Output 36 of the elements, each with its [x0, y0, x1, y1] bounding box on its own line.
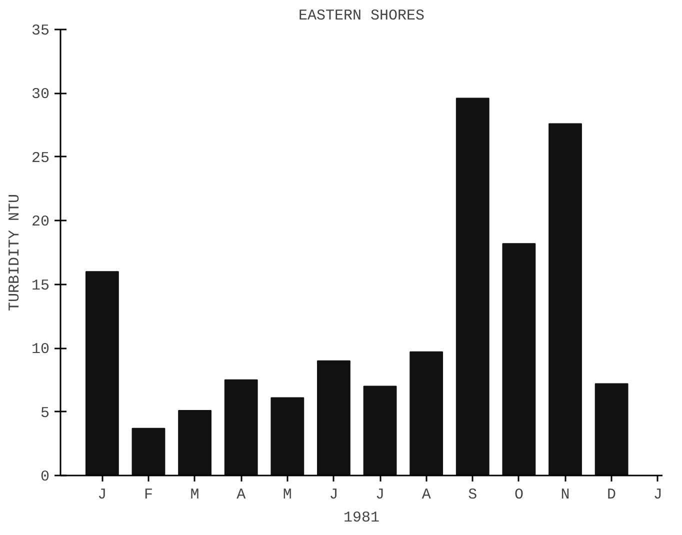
x-tick-label: O — [514, 486, 524, 504]
x-tick-label: F — [144, 486, 153, 504]
bar — [548, 123, 582, 476]
y-tick-label: 25 — [31, 150, 50, 167]
bar — [363, 386, 397, 476]
bar — [317, 360, 350, 476]
bar — [456, 98, 490, 476]
bar — [132, 428, 166, 476]
x-tick-label: S — [468, 486, 478, 504]
bar — [224, 379, 258, 476]
y-tick-label: 0 — [40, 468, 50, 486]
x-tick-label: J — [376, 486, 385, 504]
x-tick-label: N — [560, 486, 570, 504]
bar — [178, 410, 212, 476]
x-tick-label: J — [98, 486, 107, 504]
y-tick-label: 20 — [31, 214, 50, 231]
x-tick-label: J — [329, 486, 338, 504]
chart-title: EASTERN SHORES — [298, 8, 425, 24]
y-tick-label: 35 — [31, 22, 50, 40]
x-tick-label: M — [190, 486, 200, 504]
bar — [270, 397, 304, 476]
x-tick-label: A — [422, 486, 431, 504]
y-tick-label: 30 — [31, 86, 50, 104]
bar — [410, 351, 444, 476]
x-tick-label: J — [653, 486, 662, 504]
y-tick-label: 15 — [31, 277, 50, 294]
x-axis-title: 1981 — [343, 510, 380, 526]
x-tick-label: A — [236, 486, 246, 504]
x-tick-label: M — [282, 486, 292, 504]
bar — [594, 383, 628, 476]
y-tick-label: 5 — [40, 404, 50, 422]
bar — [85, 271, 119, 476]
y-tick-label: 10 — [31, 341, 50, 358]
x-tick-label: D — [607, 486, 616, 504]
y-axis-title: TURBIDITY NTU — [6, 194, 24, 312]
bar — [502, 243, 536, 476]
